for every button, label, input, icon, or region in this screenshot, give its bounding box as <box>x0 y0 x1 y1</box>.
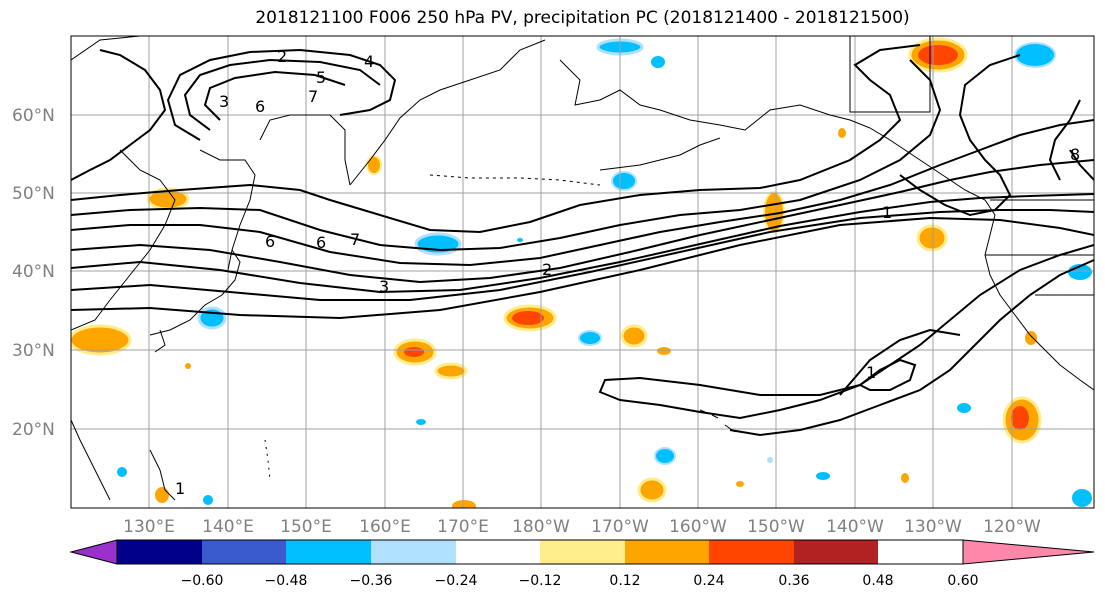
colorbar-segments <box>117 540 878 564</box>
contour-label: 3 <box>219 92 229 111</box>
contour-label: 2 <box>542 260 552 279</box>
colorbar-tick-label: −0.24 <box>435 573 478 589</box>
colorbar-extend-low <box>69 539 118 565</box>
colorbar-segment <box>202 540 286 564</box>
colorbar-segment <box>709 540 794 564</box>
contour-label: 1 <box>866 363 876 382</box>
contour-label: 3 <box>379 277 389 296</box>
colorbar-tick-label: 0.12 <box>609 573 640 589</box>
longitude-label: 130°W <box>904 517 962 537</box>
contour-label: 2 <box>277 47 287 66</box>
colorbar-segment <box>540 540 625 564</box>
colorbar-tick-label: 0.60 <box>947 573 978 589</box>
colorbar-tick-label: 0.24 <box>693 573 724 589</box>
longitude-label: 160°W <box>669 517 727 537</box>
coastlines <box>71 36 1094 501</box>
map-frame <box>70 35 1095 509</box>
colorbar-tick-label: −0.48 <box>265 573 308 589</box>
pv-contours <box>71 44 1094 437</box>
colorbar-segment <box>456 540 540 564</box>
contour-label: 7 <box>308 87 318 106</box>
latitude-label: 30°N <box>12 341 55 361</box>
latitude-label: 20°N <box>12 420 55 440</box>
longitude-label: 130°E <box>123 517 175 537</box>
colorbar-tick-label: −0.12 <box>519 573 562 589</box>
colorbar-tick-label: −0.36 <box>350 573 393 589</box>
colorbar: −0.60 −0.48 −0.36 −0.24 −0.12 0.12 0.24 … <box>69 539 1095 589</box>
contour-label: 4 <box>364 52 374 71</box>
colorbar-extend-high <box>962 539 1095 565</box>
colorbar-segment <box>371 540 456 564</box>
longitude-label: 180°W <box>512 517 570 537</box>
colorbar-tick-label: −0.60 <box>181 573 224 589</box>
longitude-label: 160°E <box>359 517 411 537</box>
contour-label: 7 <box>350 230 360 249</box>
precipitation-shading <box>71 37 1092 508</box>
longitude-label: 140°E <box>202 517 254 537</box>
contour-label: 1 <box>882 203 892 222</box>
colorbar-tick-label: 0.36 <box>778 573 809 589</box>
longitude-labels: 130°E 140°E 150°E 160°E 170°E 180°W 170°… <box>123 517 1041 537</box>
longitude-label: 150°E <box>280 517 332 537</box>
longitude-label: 140°W <box>826 517 884 537</box>
contour-label: 1 <box>175 479 185 498</box>
latitude-label: 50°N <box>12 184 55 204</box>
colorbar-segment <box>794 540 878 564</box>
contour-labels: 2 4 5 7 3 6 6 7 6 2 3 1 1 8 1 <box>175 47 1080 498</box>
colorbar-tick-labels: −0.60 −0.48 −0.36 −0.24 −0.12 0.12 0.24 … <box>181 573 979 589</box>
colorbar-segment <box>117 540 202 564</box>
contour-label: 6 <box>255 97 265 116</box>
contour-label: 8 <box>1070 145 1080 164</box>
longitude-label: 170°E <box>437 517 489 537</box>
longitude-label: 150°W <box>747 517 805 537</box>
contour-label: 6 <box>265 232 275 251</box>
colorbar-outline <box>116 539 964 565</box>
latitude-label: 40°N <box>12 262 55 282</box>
colorbar-segment <box>286 540 371 564</box>
contour-label: 6 <box>316 233 326 252</box>
latitude-labels: 60°N 50°N 40°N 30°N 20°N <box>12 106 55 440</box>
map-title: 2018121100 F006 250 hPa PV, precipitatio… <box>255 8 910 28</box>
contour-label: 5 <box>316 68 326 87</box>
colorbar-tick-label: 0.48 <box>862 573 893 589</box>
longitude-label: 170°W <box>591 517 649 537</box>
latitude-label: 60°N <box>12 106 55 126</box>
longitude-label: 120°W <box>983 517 1041 537</box>
colorbar-segment <box>625 540 709 564</box>
